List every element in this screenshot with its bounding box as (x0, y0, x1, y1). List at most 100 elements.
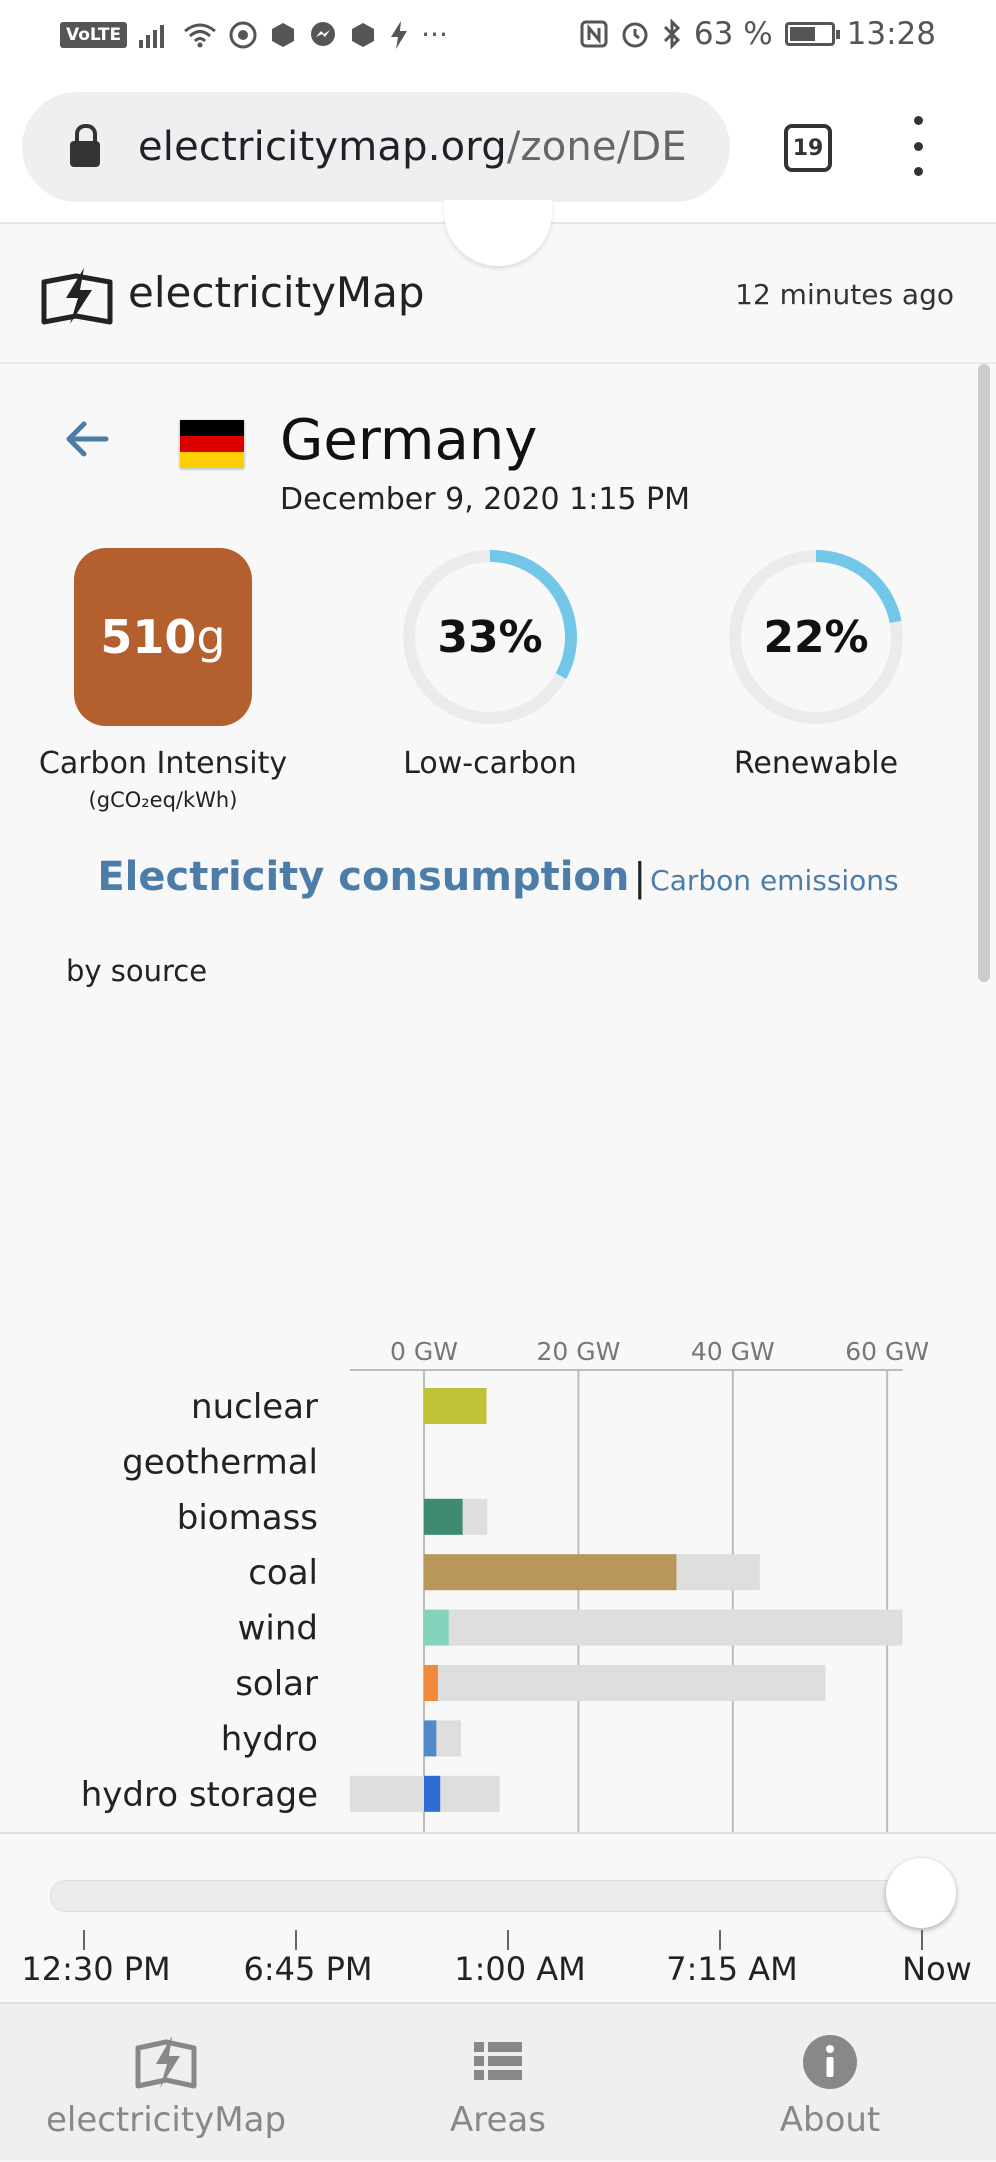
logo-text[interactable]: electricityMap (128, 268, 425, 317)
time-slider-tick (295, 1930, 297, 1950)
chart-category-label: wind (238, 1609, 318, 1649)
electricitymap-logo-icon[interactable] (40, 266, 114, 326)
battery-percent: 63 % (693, 16, 773, 52)
app-hexagon-icon (272, 22, 295, 47)
carbon-intensity-value: 510 (100, 610, 197, 664)
time-slider-tick (719, 1930, 721, 1950)
chart-production-bar (424, 1609, 449, 1646)
signal-icon (139, 24, 165, 48)
chart-category-label: hydro (221, 1719, 318, 1759)
status-right-icons: 63 % 13:28 (580, 16, 936, 52)
time-slider-label: 12:30 PM (21, 1950, 171, 1988)
back-arrow-icon[interactable] (62, 414, 112, 464)
carbon-intensity-label: Carbon Intensity (38, 746, 288, 781)
tab-electricity-consumption[interactable]: Electricity consumption (97, 854, 630, 900)
nav-areas[interactable]: Areas (332, 2004, 664, 2162)
chart-mode-tabs: Electricity consumption | Carbon emissions (0, 854, 996, 900)
app-bolt-icon (391, 20, 408, 49)
bluetooth-icon (663, 19, 681, 49)
info-icon (803, 2035, 857, 2089)
time-slider-label: 1:00 AM (454, 1950, 586, 1988)
chart-production-bar (424, 1720, 437, 1757)
chart-capacity-bar (424, 1665, 826, 1701)
time-slider-tick (507, 1930, 509, 1950)
renewable-label: Renewable (733, 746, 899, 781)
time-slider-label: 6:45 PM (243, 1950, 373, 1988)
alarm-icon (622, 22, 648, 48)
chart-production-bar (424, 1554, 677, 1591)
wifi-icon (184, 23, 217, 47)
renewable-ring (729, 550, 903, 724)
address-bar[interactable]: electricitymap.org/zone/DE (22, 92, 730, 202)
messenger-icon (311, 21, 336, 46)
app-hexagon-icon-2 (352, 22, 375, 47)
low-carbon-value: 33% (437, 611, 543, 663)
url-domain: electricitymap.org (138, 124, 507, 170)
chart-title: by source (66, 954, 208, 988)
chart-tick-label: 20 GW (536, 1337, 620, 1366)
chart-production-bar (424, 1775, 441, 1812)
chart-category-label: battery storage (54, 1830, 318, 1832)
nav-electricitymap[interactable]: electricityMap (0, 2004, 332, 2162)
status-left-icons: VoLTE ··· (60, 18, 448, 51)
production-chart-svg: 0 GW 20 GW 40 GW 60 GW nuclear geothermal biom… (54, 1337, 929, 1832)
time-slider-bar: 12:30 PM 6:45 PM 1:00 AM 7:15 AM Now (0, 1832, 996, 2002)
nfc-icon (580, 20, 608, 48)
chart-category-label: hydro storage (81, 1775, 318, 1815)
nav-label-electricitymap: electricityMap (45, 2100, 287, 2140)
country-name: Germany (280, 408, 538, 473)
bottom-navigation: electricityMap Areas About (0, 2002, 996, 2160)
chart-category-label: biomass (177, 1498, 318, 1538)
time-slider-label: Now (902, 1950, 972, 1988)
carbon-intensity-unit-label: (gCO₂eq/kWh) (88, 788, 238, 812)
flag-stripe-3 (180, 451, 244, 468)
low-carbon-ring (403, 550, 577, 724)
status-bar: VoLTE ··· 63 % 13:28 (0, 0, 996, 70)
chart-tick-label: 40 GW (691, 1337, 775, 1366)
chart-category-label: coal (248, 1553, 318, 1593)
time-slider-tick (921, 1930, 923, 1950)
chart-unknown-marker: ? (432, 1831, 449, 1832)
time-slider-track[interactable] (50, 1880, 954, 1912)
country-flag (180, 420, 244, 468)
electricitymap-nav-icon (135, 2036, 197, 2089)
volte-badge: VoLTE (60, 21, 128, 48)
zone-details-panel: Germany December 9, 2020 1:15 PM 510 g Ca… (0, 364, 996, 1832)
chart-capacity-bar (424, 1609, 903, 1646)
panel-scrollbar[interactable] (978, 364, 990, 982)
nav-about[interactable]: About (664, 2004, 996, 2162)
tab-carbon-emissions[interactable]: Carbon emissions (650, 864, 899, 897)
zone-datetime: December 9, 2020 1:15 PM (280, 482, 691, 517)
carbon-intensity-box: 510 g (74, 548, 252, 726)
chart-category-label: nuclear (191, 1387, 318, 1427)
production-chart: 0 GW 20 GW 40 GW 60 GW nuclear geothermal biom… (0, 964, 996, 1832)
chart-tick-label: 0 GW (390, 1337, 458, 1366)
last-updated: 12 minutes ago (735, 278, 954, 311)
tab-switcher-button[interactable]: 19 (784, 124, 832, 172)
renewable-value: 22% (763, 611, 869, 663)
carbon-intensity-unit: g (196, 610, 226, 664)
list-icon (474, 2042, 522, 2080)
chart-production-bar (424, 1388, 487, 1424)
nav-label-areas: Areas (450, 2100, 546, 2140)
chart-tick-label: 60 GW (845, 1337, 929, 1366)
url-text[interactable]: electricitymap.org/zone/DE (138, 124, 687, 170)
time-slider-thumb[interactable] (886, 1858, 956, 1928)
lock-icon[interactable] (70, 124, 100, 167)
time-slider-label: 7:15 AM (666, 1950, 798, 1988)
clock: 13:28 (846, 16, 936, 52)
browser-menu-icon[interactable] (908, 116, 928, 176)
tab-separator: | (633, 855, 647, 899)
low-carbon-label: Low-carbon (403, 746, 577, 781)
chart-production-bar (424, 1498, 463, 1535)
flag-stripe-1 (180, 420, 244, 436)
time-slider-tick (83, 1930, 85, 1950)
chart-category-label: solar (235, 1664, 318, 1704)
url-path: /zone/DE (506, 124, 687, 170)
chart-category-label: geothermal (122, 1442, 318, 1482)
chrome-icon (229, 21, 257, 48)
chart-production-bar (424, 1665, 438, 1701)
more-notifications-icon: ··· (421, 18, 448, 51)
nav-label-about: About (779, 2100, 881, 2140)
flag-stripe-2 (180, 435, 244, 452)
